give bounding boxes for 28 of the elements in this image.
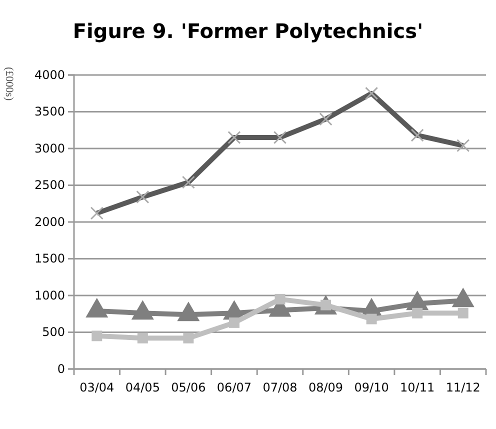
x-tick-label: 06/07 — [216, 380, 252, 395]
x-tick-label: 09/10 — [354, 380, 389, 395]
x-tick-label: 10/11 — [400, 380, 435, 395]
y-tick-label: 4000 — [34, 68, 65, 82]
y-tick-label: 500 — [42, 325, 65, 340]
x-tick-label: 03/04 — [80, 380, 114, 395]
y-tick-label: 2500 — [34, 178, 65, 192]
y-tick-label: 3000 — [34, 141, 65, 156]
point — [366, 314, 377, 324]
x-tick-label: 05/06 — [171, 380, 206, 395]
point — [412, 308, 423, 318]
x-tick-label: 08/09 — [308, 380, 344, 395]
x-tick-label: 11/12 — [446, 380, 480, 395]
y-axis-title: (£000s) — [3, 67, 15, 101]
point — [228, 317, 240, 328]
y-tick-label: 2000 — [34, 214, 65, 229]
y-tick-label: 1500 — [34, 252, 65, 266]
x-tick-label: 07/08 — [262, 380, 298, 395]
point — [458, 308, 468, 318]
y-tick-label: 1000 — [34, 288, 65, 302]
y-tick-label: 3500 — [34, 104, 65, 119]
point — [183, 332, 194, 344]
point — [274, 294, 286, 304]
chart-title: Figure 9. 'Former Polytechnics' — [72, 19, 424, 43]
point — [92, 330, 102, 342]
y-tick-label: 0 — [57, 362, 65, 376]
x-tick-label: 04/05 — [125, 380, 160, 395]
point — [137, 332, 148, 344]
